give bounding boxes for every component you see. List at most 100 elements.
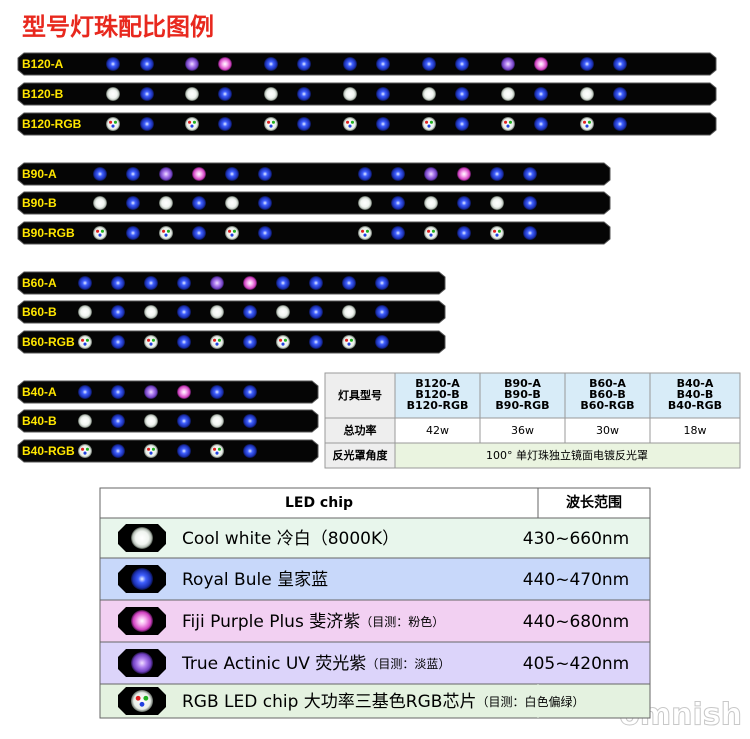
rgb-die <box>139 701 145 707</box>
model-name: B40-A <box>677 377 714 390</box>
led <box>140 57 154 71</box>
rgb-die <box>269 124 273 128</box>
led <box>297 87 311 101</box>
led <box>192 226 206 240</box>
led <box>523 196 537 210</box>
chip-name-text: True Actinic UV 荧光紫 <box>181 654 366 674</box>
model-name: B90-A <box>504 377 541 390</box>
led <box>243 444 257 458</box>
led <box>144 385 158 399</box>
led <box>126 226 140 240</box>
title: 型号灯珠配比图例 <box>22 13 214 41</box>
led <box>225 226 239 240</box>
rgb-die <box>192 120 196 124</box>
bar-label: B120-B <box>22 87 64 101</box>
bar-label: B40-A <box>22 385 57 399</box>
led <box>140 117 154 131</box>
rgb-die <box>151 338 155 342</box>
rgb-die <box>85 447 89 451</box>
led <box>144 335 158 349</box>
led <box>93 226 107 240</box>
led <box>131 610 153 632</box>
rgb-die <box>164 233 168 237</box>
light-bar <box>17 271 446 295</box>
rgb-die <box>83 342 87 346</box>
model-name: B120-RGB <box>407 399 469 412</box>
led <box>613 87 627 101</box>
led <box>78 414 92 428</box>
led <box>358 226 372 240</box>
led <box>210 305 224 319</box>
chip-name-text: RGB LED chip 大功率三基色RGB芯片 <box>182 692 476 712</box>
bar-label: B120-RGB <box>22 117 82 131</box>
rgb-die <box>135 695 141 701</box>
led <box>613 57 627 71</box>
power-value: 36w <box>511 424 534 437</box>
led <box>342 305 356 319</box>
rgb-die <box>504 120 508 124</box>
rgb-die <box>508 120 512 124</box>
light-bar <box>17 82 717 106</box>
rgb-die <box>213 338 217 342</box>
led <box>185 57 199 71</box>
led <box>523 226 537 240</box>
rgb-die <box>188 120 192 124</box>
led <box>177 276 191 290</box>
led <box>375 335 389 349</box>
rgb-die <box>506 124 510 128</box>
led <box>111 444 125 458</box>
led <box>457 167 471 181</box>
light-bar <box>17 380 319 404</box>
rgb-die <box>267 120 271 124</box>
led <box>343 87 357 101</box>
led <box>391 226 405 240</box>
led <box>534 57 548 71</box>
chip-head-bg <box>99 487 651 519</box>
led <box>111 385 125 399</box>
rgb-die <box>215 451 219 455</box>
led <box>342 335 356 349</box>
led <box>177 335 191 349</box>
led <box>501 117 515 131</box>
rgb-die <box>587 120 591 124</box>
bar-label: B90-B <box>22 196 57 210</box>
led <box>424 167 438 181</box>
rgb-die <box>497 229 501 233</box>
chip-row-bg <box>99 683 651 719</box>
rgb-die <box>349 338 353 342</box>
led <box>297 117 311 131</box>
rgb-die <box>217 338 221 342</box>
rgb-die <box>365 229 369 233</box>
model-name: B40-RGB <box>668 399 722 412</box>
rgb-die <box>81 338 85 342</box>
rgb-die <box>345 338 349 342</box>
led <box>424 196 438 210</box>
led <box>144 305 158 319</box>
led <box>457 196 471 210</box>
chip-name-text: Cool white 冷白（8000K） <box>182 529 399 549</box>
bar-label: B90-RGB <box>22 226 75 240</box>
bar-label: B120-A <box>22 57 64 71</box>
model-name: B90-RGB <box>495 399 549 412</box>
power-label: 总功率 <box>344 423 377 437</box>
rgb-die <box>81 447 85 451</box>
rgb-die <box>190 124 194 128</box>
led <box>93 167 107 181</box>
led <box>210 385 224 399</box>
led <box>106 87 120 101</box>
model-name: B60-B <box>589 388 626 401</box>
rgb-die <box>583 120 587 124</box>
power-value: 42w <box>426 424 449 437</box>
rgb-die <box>230 233 234 237</box>
led <box>580 117 594 131</box>
chip-note: （目测：淡蓝） <box>366 657 450 671</box>
chip-name: Cool white 冷白（8000K） <box>182 529 399 549</box>
led <box>580 57 594 71</box>
rgb-die <box>348 124 352 128</box>
led <box>501 57 515 71</box>
led <box>243 305 257 319</box>
led <box>131 568 153 590</box>
bar-label: B60-RGB <box>22 335 75 349</box>
led <box>144 414 158 428</box>
led <box>243 276 257 290</box>
